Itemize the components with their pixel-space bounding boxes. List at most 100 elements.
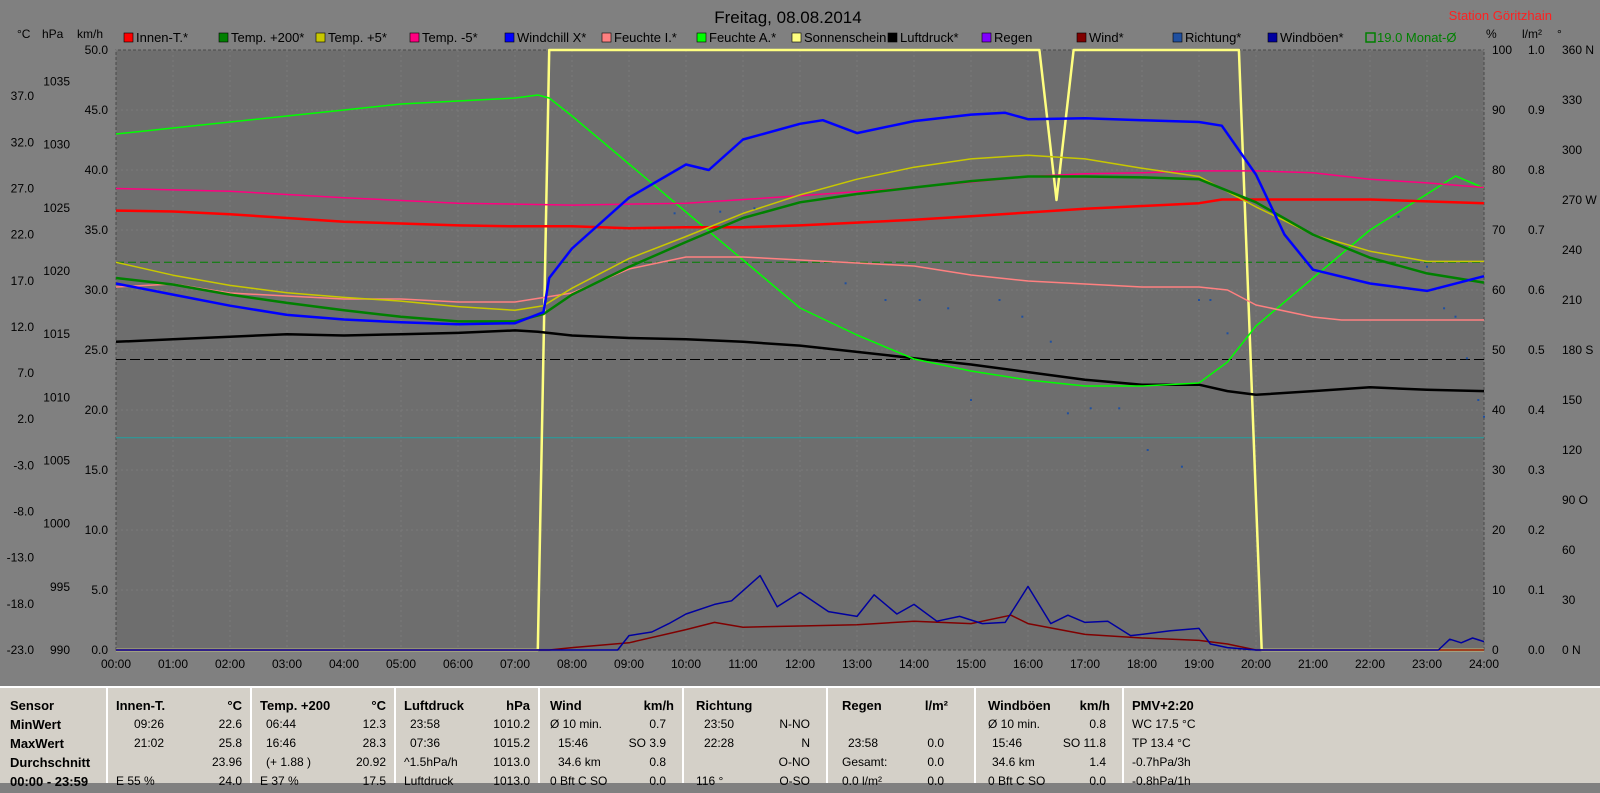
y-tick-lm2: 0.3 — [1528, 463, 1545, 477]
y-tick-deg: 120 — [1562, 443, 1582, 457]
stats-cell: 25.8 — [218, 736, 242, 750]
x-tick-label: 02:00 — [215, 657, 245, 671]
y-tick-temp: 17.0 — [11, 274, 35, 288]
stats-temp200-unit: °C — [371, 698, 386, 713]
stats-cell: 0.0 — [927, 774, 944, 788]
stats-luftdruck-panel: Luftdruck hPa 23:58 1010.2 07:36 1015.2 ^1… — [396, 688, 540, 788]
stats-luftdruck-unit: hPa — [506, 698, 530, 713]
direction-point — [753, 207, 756, 210]
y-tick-lm2: 0.9 — [1528, 103, 1545, 117]
y-tick-lm2: 1.0 — [1528, 43, 1545, 57]
direction-point — [1397, 215, 1400, 218]
y-tick-temp: 7.0 — [17, 366, 34, 380]
legend-swatch — [315, 32, 326, 43]
y-tick-pct: 10 — [1492, 583, 1506, 597]
stats-table: Sensor MinWert MaxWert Durchschnitt 00:0… — [0, 686, 1600, 789]
stats-cell: 0.8 — [649, 755, 666, 769]
y-tick-kmh: 0.0 — [91, 643, 108, 657]
y-tick-temp: -18.0 — [7, 597, 35, 611]
y-tick-pct: 20 — [1492, 523, 1506, 537]
y-tick-kmh: 35.0 — [85, 223, 109, 237]
legend-label: Temp. +5* — [328, 30, 387, 45]
stats-cell: 17.5 — [362, 774, 386, 788]
stats-cell: N — [801, 736, 810, 750]
stats-cell: 116 ° — [696, 774, 724, 788]
y-tick-temp: -3.0 — [13, 458, 34, 472]
y-tick-hpa: 1030 — [43, 138, 70, 152]
x-tick-label: 24:00 — [1469, 657, 1499, 671]
stats-cell: 0.0 — [649, 774, 666, 788]
direction-point — [719, 210, 722, 213]
y-tick-lm2: 0.8 — [1528, 163, 1545, 177]
stats-regen-panel: Regen l/m² 23:58 0.0 Gesamt: 0.0 0.0 l/m² 0… — [828, 688, 976, 788]
x-tick-label: 01:00 — [158, 657, 188, 671]
y-tick-lm2: 0.7 — [1528, 223, 1545, 237]
stats-cell: 22:28 — [704, 736, 735, 750]
y-tick-kmh: 50.0 — [85, 43, 109, 57]
stats-cell: 0.7 — [649, 717, 666, 731]
legend-swatch — [409, 32, 420, 43]
legend-label: Wind* — [1089, 30, 1124, 45]
stats-cell: 28.3 — [362, 736, 386, 750]
legend-label: Luftdruck* — [900, 30, 959, 45]
legend-swatch — [123, 32, 134, 43]
stats-cell: 15:46 — [992, 736, 1023, 750]
y-tick-deg: 180 S — [1562, 343, 1593, 357]
legend-label: Innen-T.* — [136, 30, 188, 45]
y-tick-kmh: 10.0 — [85, 523, 109, 537]
direction-point — [947, 307, 950, 310]
series-sonnenschein — [116, 48, 1484, 652]
y-tick-temp: -13.0 — [7, 551, 35, 565]
x-tick-label: 15:00 — [956, 657, 986, 671]
stats-cell: Luftdruck — [404, 774, 454, 788]
direction-point — [1465, 357, 1468, 360]
y-tick-deg: 300 — [1562, 143, 1582, 157]
y-tick-hpa: 1035 — [43, 75, 70, 89]
y-tick-hpa: 1015 — [43, 327, 70, 341]
legend-label: Feuchte A.* — [709, 30, 776, 45]
x-tick-label: 22:00 — [1355, 657, 1385, 671]
stats-cell: Gesamt: — [842, 755, 888, 769]
stats-boeen-head: Windböen — [988, 698, 1051, 713]
stats-pmv-panel: PMV+2:20 WC 17.5 °C TP 13.4 °C -0.7hPa/3… — [1124, 688, 1600, 788]
stats-luftdruck-head: Luftdruck — [404, 698, 464, 713]
y-tick-hpa: 995 — [50, 580, 70, 594]
series-feuchte-a — [115, 94, 1485, 387]
x-tick-label: 17:00 — [1070, 657, 1100, 671]
weather-chart: Freitag, 08.08.2014 Station Göritzhain °… — [7, 8, 1598, 671]
legend-swatch — [218, 32, 229, 43]
y-tick-temp: 32.0 — [11, 135, 35, 149]
stats-cell: 20.92 — [355, 755, 386, 769]
unit-hpa: hPa — [42, 27, 64, 41]
y-tick-temp: 2.0 — [17, 412, 34, 426]
direction-point — [970, 399, 972, 401]
y-tick-lm2: 0.1 — [1528, 583, 1545, 597]
stats-cell: 1.4 — [1089, 755, 1106, 769]
legend-swatch — [791, 32, 802, 43]
y-tick-lm2: 0.4 — [1528, 403, 1545, 417]
stats-regen-unit: l/m² — [924, 698, 948, 713]
y-tick-hpa: 1005 — [43, 454, 70, 468]
series-temp-5 — [115, 154, 1484, 312]
legend-label: Regen — [994, 30, 1032, 45]
stats-cell: 0 Bft C SO — [988, 774, 1046, 788]
stats-cell: 1015.2 — [493, 736, 530, 750]
y-tick-hpa: 1010 — [43, 390, 70, 404]
stats-cell: 0 Bft C SO — [550, 774, 608, 788]
y-tick-deg: 90 O — [1562, 493, 1588, 507]
direction-point — [1146, 449, 1149, 451]
stats-cell: SO 11.8 — [1062, 736, 1106, 750]
stats-cell: 1013.0 — [493, 774, 530, 788]
legend-swatch — [981, 32, 992, 43]
stats-cell: 15:46 — [558, 736, 589, 750]
legend-swatch — [504, 32, 515, 43]
legend-label: Feuchte I.* — [614, 30, 677, 45]
stats-cell: -0.8hPa/1h — [1132, 774, 1191, 788]
y-tick-deg: 0 N — [1562, 643, 1581, 657]
y-tick-pct: 40 — [1492, 403, 1506, 417]
axis-ticks: 00:00 01:00 02:00 03:00 04:00 05:00 06:00 07:00… — [7, 43, 1598, 671]
stats-cell: 0.0 — [1089, 774, 1106, 788]
y-tick-deg: 60 — [1562, 543, 1576, 557]
stats-regen-head: Regen — [842, 698, 882, 713]
stats-pmv-head: PMV+2:20 — [1132, 698, 1194, 713]
